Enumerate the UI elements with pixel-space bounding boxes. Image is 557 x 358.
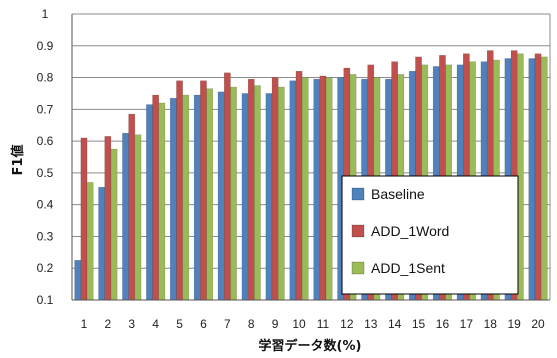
x-tick-label: 19	[507, 317, 521, 331]
bar-ADD_1Word-8	[247, 78, 255, 301]
y-tick-label: 0.4	[37, 198, 54, 212]
legend-label-Baseline: Baseline	[371, 186, 425, 202]
bar-ADD_1Word-3	[128, 113, 136, 301]
x-tick-label: 14	[388, 317, 402, 331]
y-tick-label: 1	[42, 7, 49, 21]
bar-ADD_1Sent-20	[540, 56, 548, 301]
y-tick-label: 0.5	[37, 166, 54, 180]
x-tick-labels: 1 2 3 4 5 6 7 8 9 10 11 12 13 14 15 16 17 18 19 20	[81, 317, 545, 331]
x-tick-label: 15	[412, 317, 426, 331]
bar-Baseline-8	[241, 93, 249, 301]
legend-box	[341, 175, 519, 295]
y-tick-label: 0.9	[37, 39, 54, 53]
legend-label-ADD_1Sent: ADD_1Sent	[371, 260, 445, 276]
bar-ADD_1Word-20	[534, 53, 542, 301]
y-tick-label: 0.3	[37, 229, 54, 243]
bar-ADD_1Sent-11	[325, 77, 333, 301]
bar-Baseline-7	[217, 91, 225, 301]
bar-ADD_1Word-6	[200, 80, 207, 301]
bar-ADD_1Sent-9	[278, 86, 285, 301]
bar-Baseline-1	[74, 260, 82, 301]
x-tick-label: 6	[200, 317, 207, 331]
bar-ADD_1Word-7	[224, 72, 231, 301]
x-tick-label: 4	[152, 317, 159, 331]
x-tick-label: 13	[364, 317, 378, 331]
y-tick-label: 0.2	[37, 261, 54, 275]
x-tick-label: 10	[292, 317, 306, 331]
x-tick-label: 7	[224, 317, 231, 331]
y-tick-label: 0.1	[37, 293, 54, 307]
legend-swatch-ADD_1Sent	[351, 261, 365, 275]
y-tick-labels: 0.1 0.2 0.3 0.4 0.5 0.6 0.7 0.8 0.9 1	[37, 7, 54, 307]
bar-ADD_1Sent-10	[301, 77, 309, 301]
bar-ADD_1Sent-6	[206, 88, 214, 301]
x-tick-label: 5	[176, 317, 183, 331]
y-tick-label: 0.6	[37, 134, 54, 148]
x-tick-label: 12	[340, 317, 354, 331]
x-tick-label: 1	[81, 317, 88, 331]
legend-swatch-ADD_1Word	[351, 224, 365, 238]
bar-ADD_1Sent-1	[86, 182, 94, 301]
bar-ADD_1Word-1	[80, 137, 88, 301]
x-tick-label: 9	[272, 317, 279, 331]
legend-swatch-Baseline	[351, 187, 365, 201]
bar-ADD_1Sent-3	[134, 134, 142, 301]
bar-Baseline-9	[265, 93, 273, 301]
y-tick-label: 0.8	[37, 71, 54, 85]
x-tick-label: 18	[484, 317, 498, 331]
bar-Baseline-2	[98, 186, 106, 301]
bar-ADD_1Word-4	[152, 94, 160, 301]
x-tick-label: 17	[460, 317, 474, 331]
legend: Baseline ADD_1Word ADD_1Sent	[341, 175, 519, 295]
bar-ADD_1Word-9	[271, 77, 279, 301]
x-tick-label: 16	[436, 317, 450, 331]
bar-Baseline-11	[313, 78, 321, 301]
bar-ADD_1Word-10	[295, 70, 303, 301]
y-axis-title: F1値	[10, 145, 26, 176]
y-tick-label: 0.7	[37, 102, 54, 116]
axes	[71, 14, 551, 301]
x-tick-label: 11	[317, 317, 330, 331]
x-tick-label: 2	[105, 317, 112, 331]
bar-ADD_1Sent-7	[230, 86, 237, 301]
bar-ADD_1Sent-8	[254, 85, 261, 301]
legend-label-ADD_1Word: ADD_1Word	[371, 223, 449, 239]
bar-Baseline-4	[146, 104, 153, 301]
bar-ADD_1Word-2	[104, 136, 112, 301]
x-tick-label: 3	[128, 317, 135, 331]
bar-Baseline-10	[289, 80, 297, 301]
x-axis-title: 学習データ数(%)	[259, 338, 362, 354]
bar-ADD_1Sent-4	[158, 102, 166, 301]
bar-ADD_1Word-11	[319, 75, 327, 301]
bar-Baseline-6	[193, 94, 201, 301]
bar-Baseline-20	[528, 58, 536, 301]
bar-ADD_1Sent-5	[182, 94, 190, 301]
x-tick-label: 8	[248, 317, 255, 331]
bar-ADD_1Sent-2	[110, 148, 118, 301]
bar-Baseline-3	[122, 132, 129, 301]
bar-ADD_1Word-5	[176, 80, 183, 301]
bar-Baseline-5	[170, 97, 177, 301]
x-tick-label: 20	[531, 317, 545, 331]
